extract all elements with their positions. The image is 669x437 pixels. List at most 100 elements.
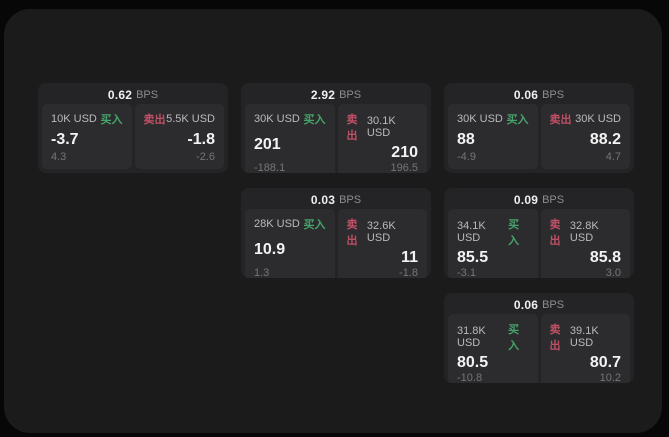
sell-size-label: 5.5K USD — [166, 113, 215, 125]
buy-panel[interactable]: 10K USD 买入 -3.7 4.3 — [42, 104, 132, 169]
sell-panel-top: 卖出 32.6K USD — [347, 216, 419, 248]
sell-panel-top: 卖出 30.1K USD — [347, 111, 419, 143]
quote-card: 0.62 BPS 10K USD 买入 -3.7 4.3 卖出 5.5K USD… — [38, 83, 228, 173]
sell-size-label: 32.8K USD — [569, 220, 599, 244]
quote-panels: 30K USD 买入 201 -188.1 卖出 30.1K USD 210 1… — [241, 104, 431, 173]
buy-price: 80.5 — [457, 354, 489, 371]
sell-sub-value: 4.7 — [605, 151, 621, 163]
spread-value: 0.62 — [107, 87, 133, 102]
sell-size-label: 30.1K USD — [366, 115, 396, 139]
sell-panel[interactable]: 卖出 32.6K USD 11 -1.8 — [337, 209, 427, 278]
spread-unit: BPS — [339, 88, 362, 101]
sell-side-label: 卖出 — [549, 219, 561, 247]
quote-panels: 31.8K USD 买入 80.5 -10.8 卖出 39.1K USD 80.… — [444, 314, 634, 383]
buy-sub-value: -4.9 — [457, 151, 476, 163]
sell-panel[interactable]: 卖出 32.8K USD 85.8 3.0 — [540, 209, 630, 278]
quote-panels: 10K USD 买入 -3.7 4.3 卖出 5.5K USD -1.8 -2.… — [38, 104, 228, 173]
sell-panel-top: 卖出 39.1K USD — [550, 321, 622, 353]
spread-value: 0.03 — [310, 192, 336, 207]
buy-sub-value: 4.3 — [51, 151, 67, 163]
sell-side-label: 卖出 — [143, 114, 166, 126]
sell-panel-top: 卖出 30K USD — [550, 111, 622, 127]
sell-side-label: 卖出 — [346, 219, 358, 247]
buy-size-label: 31.8K USD — [457, 325, 486, 349]
sell-sub-value: 10.2 — [599, 371, 621, 383]
spread-unit: BPS — [542, 88, 565, 101]
sell-sub-value: 3.0 — [605, 266, 621, 278]
quote-board-panel: 0.62 BPS 10K USD 买入 -3.7 4.3 卖出 5.5K USD… — [4, 9, 662, 433]
quote-card: 0.06 BPS 30K USD 买入 88 -4.9 卖出 30K USD 8… — [444, 83, 634, 173]
sell-panel[interactable]: 卖出 30K USD 88.2 4.7 — [540, 104, 630, 169]
spread-header: 2.92 BPS — [241, 83, 431, 104]
buy-side-label: 买入 — [508, 324, 520, 352]
sell-panel[interactable]: 卖出 39.1K USD 80.7 10.2 — [540, 314, 630, 383]
buy-side-label: 买入 — [508, 219, 520, 247]
buy-panel-top: 28K USD 买入 — [254, 216, 326, 232]
buy-side-label: 买入 — [303, 219, 326, 231]
spread-unit: BPS — [136, 88, 159, 101]
buy-size-label: 34.1K USD — [457, 220, 486, 244]
buy-panel-top: 34.1K USD 买入 — [457, 216, 529, 248]
quote-card: 0.03 BPS 28K USD 买入 10.9 1.3 卖出 32.6K US… — [241, 188, 431, 278]
sell-side-label: 卖出 — [346, 114, 358, 142]
buy-size-label: 30K USD — [254, 113, 300, 125]
buy-panel-top: 31.8K USD 买入 — [457, 321, 529, 353]
spread-value: 0.06 — [513, 297, 539, 312]
buy-side-label: 买入 — [100, 114, 123, 126]
quote-panels: 34.1K USD 买入 85.5 -3.1 卖出 32.8K USD 85.8… — [444, 209, 634, 278]
sell-price: 80.7 — [589, 354, 621, 371]
buy-panel[interactable]: 31.8K USD 买入 80.5 -10.8 — [448, 314, 538, 383]
buy-panel-top: 10K USD 买入 — [51, 111, 123, 127]
sell-panel[interactable]: 卖出 5.5K USD -1.8 -2.6 — [134, 104, 224, 169]
spread-value: 2.92 — [310, 87, 336, 102]
sell-size-label: 30K USD — [575, 113, 621, 125]
spread-unit: BPS — [542, 193, 565, 206]
buy-side-label: 买入 — [506, 114, 529, 126]
buy-price: 88 — [457, 130, 475, 148]
quote-card: 0.09 BPS 34.1K USD 买入 85.5 -3.1 卖出 32.8K… — [444, 188, 634, 278]
buy-panel-top: 30K USD 买入 — [457, 111, 529, 127]
spread-unit: BPS — [542, 298, 565, 311]
buy-size-label: 10K USD — [51, 113, 97, 125]
buy-size-label: 28K USD — [254, 218, 300, 230]
sell-size-label: 39.1K USD — [569, 325, 599, 349]
buy-panel[interactable]: 30K USD 买入 88 -4.9 — [448, 104, 538, 169]
buy-sub-value: 1.3 — [254, 266, 270, 278]
buy-price: 10.9 — [254, 241, 286, 258]
buy-panel-top: 30K USD 买入 — [254, 111, 326, 127]
quote-card-grid: 0.62 BPS 10K USD 买入 -3.7 4.3 卖出 5.5K USD… — [38, 83, 634, 383]
spread-header: 0.09 BPS — [444, 188, 634, 209]
sell-panel[interactable]: 卖出 30.1K USD 210 196.5 — [337, 104, 427, 173]
sell-side-label: 卖出 — [549, 114, 572, 126]
buy-size-label: 30K USD — [457, 113, 503, 125]
sell-size-label: 32.6K USD — [366, 220, 396, 244]
sell-price: -1.8 — [187, 130, 215, 148]
spread-header: 0.62 BPS — [38, 83, 228, 104]
sell-price: 210 — [391, 144, 418, 161]
buy-price: -3.7 — [51, 130, 79, 148]
sell-side-label: 卖出 — [549, 324, 561, 352]
sell-sub-value: 196.5 — [390, 161, 418, 173]
buy-price: 201 — [254, 136, 281, 153]
sell-sub-value: -1.8 — [399, 266, 418, 278]
spread-value: 0.06 — [513, 87, 539, 102]
quote-card: 0.06 BPS 31.8K USD 买入 80.5 -10.8 卖出 39.1… — [444, 293, 634, 383]
buy-price: 85.5 — [457, 249, 489, 266]
buy-panel[interactable]: 30K USD 买入 201 -188.1 — [245, 104, 335, 173]
quote-panels: 30K USD 买入 88 -4.9 卖出 30K USD 88.2 4.7 — [444, 104, 634, 173]
spread-header: 0.06 BPS — [444, 83, 634, 104]
spread-value: 0.09 — [513, 192, 539, 207]
buy-side-label: 买入 — [303, 114, 326, 126]
buy-sub-value: -3.1 — [457, 266, 476, 278]
sell-price: 85.8 — [589, 249, 621, 266]
sell-price: 11 — [401, 249, 418, 266]
sell-panel-top: 卖出 32.8K USD — [550, 216, 622, 248]
buy-sub-value: -10.8 — [457, 371, 483, 383]
buy-sub-value: -188.1 — [254, 161, 286, 173]
sell-sub-value: -2.6 — [196, 151, 215, 163]
spread-header: 0.06 BPS — [444, 293, 634, 314]
buy-panel[interactable]: 34.1K USD 买入 85.5 -3.1 — [448, 209, 538, 278]
sell-price: 88.2 — [589, 130, 621, 148]
spread-header: 0.03 BPS — [241, 188, 431, 209]
buy-panel[interactable]: 28K USD 买入 10.9 1.3 — [245, 209, 335, 278]
